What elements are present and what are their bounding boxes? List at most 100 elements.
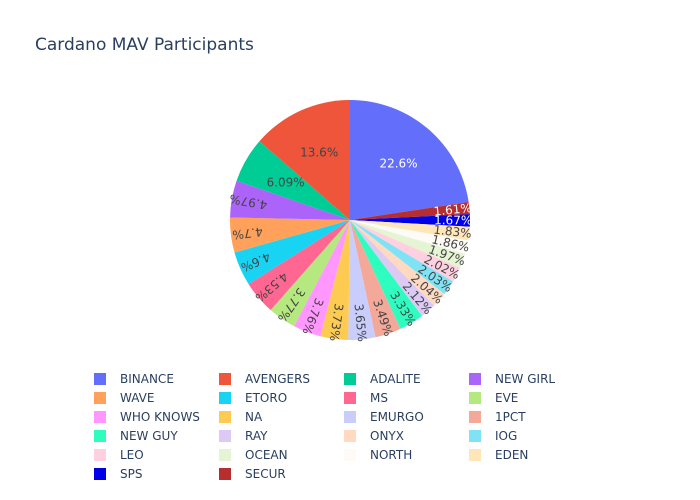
legend-item[interactable]: ADALITE — [344, 372, 421, 386]
legend-label: NEW GIRL — [495, 372, 555, 386]
pie-slice-label: 1.83% — [433, 223, 472, 241]
legend-swatch — [219, 449, 231, 461]
legend-item[interactable]: WHO KNOWS — [94, 410, 200, 424]
pie-slice-label: 6.09% — [267, 176, 305, 190]
legend-label: LEO — [120, 448, 144, 462]
legend-label: MS — [370, 391, 388, 405]
legend-item[interactable]: NEW GUY — [94, 429, 178, 443]
legend-item[interactable]: AVENGERS — [219, 372, 310, 386]
legend-label: NEW GUY — [120, 429, 178, 443]
legend-swatch — [469, 411, 481, 423]
legend-swatch — [219, 468, 231, 480]
legend-swatch — [94, 468, 106, 480]
legend-item[interactable]: NORTH — [344, 448, 412, 462]
pie-slice-etoro — [234, 220, 350, 285]
legend-item[interactable]: ONYX — [344, 429, 404, 443]
legend-swatch — [469, 373, 481, 385]
legend-swatch — [344, 411, 356, 423]
legend-label: EVE — [495, 391, 518, 405]
pie-slice-label: 13.6% — [300, 145, 338, 159]
legend-swatch — [94, 392, 106, 404]
pie-slice-label: 1.67% — [434, 213, 472, 227]
pie-slice-leo — [350, 220, 460, 282]
legend-label: WAVE — [120, 391, 154, 405]
pie-slice-ocean — [350, 220, 466, 268]
legend-item[interactable]: WAVE — [94, 391, 154, 405]
legend-item[interactable]: EVE — [469, 391, 518, 405]
legend-label: NA — [245, 410, 263, 424]
pie-slice-emurgo — [348, 220, 376, 340]
legend-swatch — [469, 392, 481, 404]
pie-slice-eve — [270, 220, 350, 327]
legend-item[interactable]: RAY — [219, 429, 268, 443]
pie-slice-new-guy — [350, 220, 422, 329]
pie-slice-label: 22.6% — [379, 157, 417, 171]
legend-swatch — [344, 449, 356, 461]
legend-item[interactable]: SPS — [94, 467, 142, 481]
legend-item[interactable]: ETORO — [219, 391, 287, 405]
legend-label: RAY — [245, 429, 268, 443]
pie-slice-label: 3.65% — [351, 303, 369, 342]
pie-slice-ms — [248, 220, 350, 311]
legend-swatch — [94, 430, 106, 442]
legend-swatch — [344, 392, 356, 404]
legend-swatch — [469, 449, 481, 461]
legend-item[interactable]: IOG — [469, 429, 517, 443]
legend-item[interactable]: LEO — [94, 448, 144, 462]
legend-item[interactable]: SECUR — [219, 467, 286, 481]
legend-label: WHO KNOWS — [120, 410, 200, 424]
pie-slice-avengers — [259, 100, 350, 220]
legend-label: ONYX — [370, 429, 404, 443]
pie-slice-who-knows — [293, 220, 350, 337]
pie-slice-na — [320, 220, 350, 340]
legend-item[interactable]: EDEN — [469, 448, 528, 462]
legend-swatch — [344, 373, 356, 385]
legend-item[interactable]: 1PCT — [469, 410, 526, 424]
legend-label: OCEAN — [245, 448, 288, 462]
pie-slice-adalite — [236, 141, 350, 220]
pie-slice-eden — [350, 220, 470, 241]
pie-slice-secur — [350, 202, 470, 220]
legend-swatch — [219, 430, 231, 442]
pie-slice-label: 4.97% — [228, 192, 268, 212]
legend-item[interactable]: MS — [344, 391, 388, 405]
legend-label: IOG — [495, 429, 517, 443]
legend-swatch — [344, 430, 356, 442]
pie-slice-1pct — [350, 220, 401, 338]
legend-item[interactable]: NEW GIRL — [469, 372, 555, 386]
legend-label: EMURGO — [370, 410, 424, 424]
pie-slice-ray — [350, 220, 435, 317]
chart-title: Cardano MAV Participants — [35, 35, 254, 55]
pie-slice-new-girl — [230, 180, 350, 220]
legend-label: BINANCE — [120, 372, 174, 386]
pie-slice-label: 1.61% — [433, 201, 472, 219]
legend-swatch — [469, 430, 481, 442]
legend-item[interactable]: BINANCE — [94, 372, 174, 386]
legend-swatch — [219, 392, 231, 404]
legend-item[interactable]: OCEAN — [219, 448, 288, 462]
pie-slice-onyx — [350, 220, 445, 306]
legend-label: 1PCT — [495, 410, 526, 424]
pie-slice-north — [350, 220, 469, 255]
legend-item[interactable]: EMURGO — [344, 410, 424, 424]
legend-swatch — [219, 373, 231, 385]
legend-label: EDEN — [495, 448, 528, 462]
pie-slice-binance — [350, 100, 469, 220]
pie-slice-label: 3.73% — [327, 302, 346, 342]
pie-slice-iog — [350, 220, 454, 295]
legend: BINANCE AVENGERS ADALITE NEW GIRL WAVE ETORO M… — [94, 372, 555, 481]
legend-label: ADALITE — [370, 372, 421, 386]
legend-label: ETORO — [245, 391, 287, 405]
pie-slice-wave — [229, 217, 350, 253]
legend-label: NORTH — [370, 448, 412, 462]
pie-slice-label: 4.7% — [232, 224, 264, 242]
pie-slices — [229, 100, 470, 340]
legend-swatch — [94, 373, 106, 385]
legend-swatch — [94, 411, 106, 423]
legend-item[interactable]: NA — [219, 410, 263, 424]
legend-swatch — [219, 411, 231, 423]
legend-label: SECUR — [245, 467, 286, 481]
legend-swatch — [94, 449, 106, 461]
pie-slice-sps — [350, 214, 470, 227]
